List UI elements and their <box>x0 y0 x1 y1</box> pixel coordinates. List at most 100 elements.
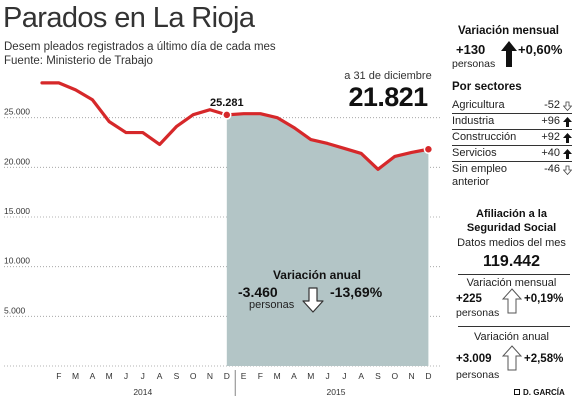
arrow-down-outline-icon <box>563 165 572 175</box>
arrow-up-outline-icon <box>502 288 522 314</box>
sector-value: -52 <box>544 99 560 111</box>
divider <box>458 274 570 275</box>
x-tick-label: M <box>307 371 314 381</box>
x-tick-label: M <box>72 371 79 381</box>
monthly-variation-unit: personas <box>452 58 496 70</box>
data-point <box>343 147 345 150</box>
shaded-area <box>226 113 429 367</box>
credit-square-icon <box>514 389 520 395</box>
affiliation-annual-abs: +3.009 <box>456 353 492 365</box>
x-tick-label: N <box>207 371 213 381</box>
arrow-up-outline-icon <box>502 345 522 371</box>
affiliation-monthly-abs: +225 <box>456 293 482 305</box>
affiliation-annual-pct: +2,58% <box>524 353 564 365</box>
x-tick-label: M <box>106 371 113 381</box>
sector-row-servicios: Servicios +40 <box>452 146 572 162</box>
sidebar-panel: Variación mensual +130 personas +0,60% P… <box>448 0 575 400</box>
data-point <box>327 142 329 145</box>
affiliation-annual-unit: personas <box>456 369 500 381</box>
sector-name: Servicios <box>452 147 497 159</box>
chart-series-line <box>40 81 430 171</box>
x-tick-label: F <box>56 371 61 381</box>
series-line <box>40 81 430 171</box>
highlight-point <box>222 110 232 120</box>
credit-text: D. GARCÍA <box>523 388 565 397</box>
affiliation-monthly-title: Variación mensual <box>466 277 557 289</box>
sector-name: Construcción <box>452 131 517 143</box>
annual-variation-unit: personas <box>249 299 295 311</box>
callout-value: 21.821 <box>348 82 429 112</box>
sector-name: Industria <box>452 115 495 127</box>
y-axis-ticks: 5.000 10.000 15.000 20.000 25.000 <box>4 107 30 316</box>
data-point <box>75 89 77 91</box>
x-tick-label: J <box>342 371 346 381</box>
data-point <box>41 82 43 84</box>
year-label: 2015 <box>327 387 346 397</box>
chart-shaded-area <box>226 113 429 367</box>
arrow-up-bold-icon <box>563 149 572 159</box>
x-tick-label: A <box>358 371 364 381</box>
callout-date-label: a 31 de diciembre <box>344 70 432 82</box>
annual-variation-abs: -3.460 <box>238 284 278 300</box>
arrow-up-bold-icon <box>563 133 572 143</box>
monthly-variation-abs: +130 <box>456 42 486 57</box>
data-point <box>108 121 110 123</box>
data-point <box>259 113 261 115</box>
x-tick-label: F <box>258 371 263 381</box>
affiliation-value: 119.442 <box>483 253 540 270</box>
data-point <box>394 155 396 158</box>
arrow-up-bold-icon <box>501 41 517 67</box>
sector-value: +92 <box>541 131 560 143</box>
x-tick-label: A <box>291 371 297 381</box>
annual-variation-box: Variación anual -3.460 personas -13,69% <box>232 268 402 318</box>
annual-variation-pct: -13,69% <box>330 284 383 300</box>
data-point <box>175 126 177 128</box>
arrow-down-outline-icon <box>563 101 572 111</box>
y-tick-label: 5.000 <box>4 305 26 315</box>
chart-highlight-points: 25.281 <box>210 97 434 154</box>
data-point <box>243 113 245 115</box>
data-point <box>125 131 127 134</box>
year-label: 2014 <box>133 387 152 397</box>
y-tick-label: 25.000 <box>4 107 30 117</box>
data-point <box>293 127 295 129</box>
affiliation-monthly-unit: personas <box>456 307 500 319</box>
y-tick-label: 10.000 <box>4 256 30 266</box>
page-title: Parados en La Rioja <box>3 2 255 34</box>
affiliation-monthly-pct: +0,19% <box>524 293 564 305</box>
data-point <box>91 99 93 101</box>
x-tick-label: O <box>190 371 197 381</box>
x-tick-label: O <box>391 371 398 381</box>
latest-value-callout: a 31 de diciembre 21.821 <box>338 70 438 112</box>
data-point <box>58 82 60 84</box>
data-point <box>142 131 144 134</box>
x-tick-label: E <box>241 371 247 381</box>
x-tick-label: A <box>90 371 96 381</box>
sectors-title: Por sectores <box>452 81 522 93</box>
arrow-down-outline-icon <box>302 287 324 313</box>
sector-row-agricultura: Agricultura -52 <box>452 98 572 114</box>
data-point <box>310 138 312 141</box>
x-tick-label: D <box>224 371 230 381</box>
x-tick-label: S <box>174 371 180 381</box>
x-tick-label: D <box>425 371 431 381</box>
monthly-variation-title: Variación mensual <box>458 25 559 37</box>
x-tick-label: J <box>141 371 145 381</box>
sector-name: Sin empleo anterior <box>452 163 508 188</box>
annual-variation-title: Variación anual <box>272 268 362 282</box>
sector-row-sin-empleo: Sin empleo anterior -46 <box>452 162 572 190</box>
x-tick-label: A <box>157 371 163 381</box>
data-point <box>276 117 278 119</box>
monthly-variation-pct: +0,60% <box>518 42 563 57</box>
author-credit: D. GARCÍA <box>514 388 565 397</box>
arrow-up-bold-icon <box>563 117 572 127</box>
source-text: Fuente: Ministerio de Trabajo <box>4 55 153 67</box>
x-tick-label: S <box>375 371 381 381</box>
sector-value: -46 <box>544 163 560 175</box>
data-point <box>377 168 379 170</box>
data-point <box>209 109 211 111</box>
sector-value: +40 <box>541 147 560 159</box>
data-point <box>360 152 362 155</box>
